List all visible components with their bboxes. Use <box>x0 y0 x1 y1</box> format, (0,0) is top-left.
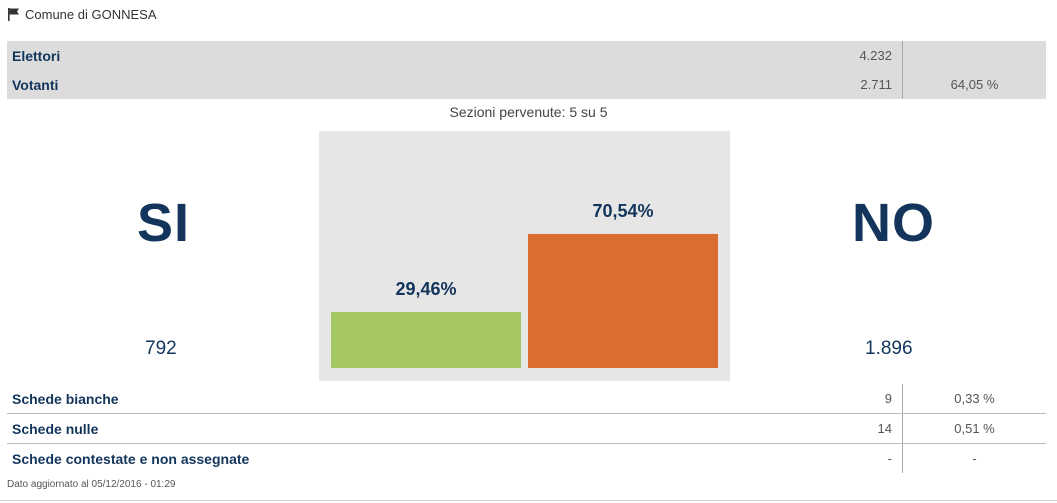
ballot-percent: - <box>902 444 1046 473</box>
ballot-row-contestate: Schede contestate e non assegnate - - <box>7 444 1046 473</box>
ballot-value: - <box>887 451 892 466</box>
ballot-row-nulle: Schede nulle 14 0,51 % <box>7 414 1046 444</box>
ballot-value: 9 <box>884 391 892 406</box>
stats-row-votanti: Votanti 2.711 64,05 % <box>7 70 1046 99</box>
ballot-label: Schede nulle <box>12 420 99 437</box>
ballot-percent: 0,51 % <box>902 414 1046 443</box>
ballot-label: Schede contestate e non assegnate <box>12 450 250 467</box>
bar-no <box>528 233 718 368</box>
stats-label: Elettori <box>12 47 61 64</box>
bar-label-no: 70,54% <box>592 201 653 221</box>
municipality-header: Comune di GONNESA <box>7 4 157 24</box>
si-label: SI <box>137 193 191 253</box>
stats-percent: 64,05 % <box>902 70 1046 99</box>
sections-received: Sezioni pervenute: 5 su 5 <box>449 104 608 120</box>
results-bar-chart: 29,46% 70,54% <box>319 131 730 381</box>
bar-label-si: 29,46% <box>395 279 456 299</box>
ballot-label: Schede bianche <box>12 390 119 407</box>
si-count: 792 <box>145 338 177 359</box>
no-label: NO <box>852 193 935 253</box>
flag-icon <box>7 7 21 21</box>
ballot-value: 14 <box>877 421 892 436</box>
stats-value: 2.711 <box>860 77 892 92</box>
footer-divider <box>0 500 1057 501</box>
no-count: 1.896 <box>865 338 913 359</box>
ballot-percent: 0,33 % <box>902 384 1046 413</box>
municipality-title: Comune di GONNESA <box>25 6 157 22</box>
stats-label: Votanti <box>12 76 59 93</box>
last-updated: Dato aggiornato al 05/12/2016 - 01:29 <box>7 479 176 490</box>
ballots-table: Schede bianche 9 0,33 % Schede nulle 14 … <box>7 384 1046 473</box>
stats-value: 4.232 <box>859 48 892 63</box>
ballot-row-bianche: Schede bianche 9 0,33 % <box>7 384 1046 414</box>
voters-stats-table: Elettori 4.232 Votanti 2.711 64,05 % <box>7 41 1046 99</box>
stats-row-elettori: Elettori 4.232 <box>7 41 1046 70</box>
stats-percent <box>902 41 1046 70</box>
bar-si <box>331 312 521 368</box>
chart-svg: 29,46% 70,54% <box>331 201 718 368</box>
